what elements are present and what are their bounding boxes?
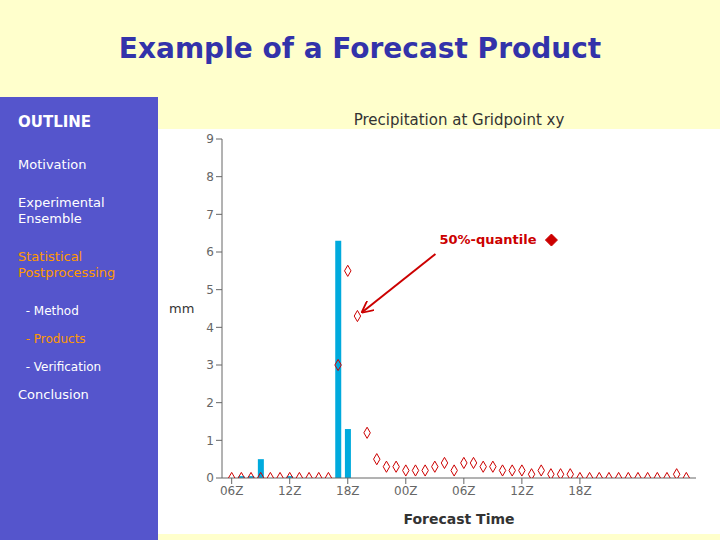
html-text:Example of a Forecast Product: Example of a Forecast Product	[118, 32, 602, 65]
svg-text:Forecast Time: Forecast Time	[403, 511, 514, 527]
svg-text:12Z: 12Z	[278, 484, 302, 498]
svg-text:mm: mm	[169, 301, 194, 316]
svg-text:06Z: 06Z	[220, 484, 244, 498]
svg-text:50%-quantile: 50%-quantile	[439, 232, 536, 247]
html-text:Motivation: Motivation	[18, 157, 87, 172]
svg-text:06Z: 06Z	[452, 484, 476, 498]
svg-text:8: 8	[206, 170, 214, 184]
svg-text:12Z: 12Z	[510, 484, 534, 498]
html-text:Precipitation at Gridpoint xy: Precipitation at Gridpoint xy	[353, 111, 565, 129]
svg-text:00Z: 00Z	[394, 484, 418, 498]
svg-text:7: 7	[206, 208, 214, 222]
svg-text:3: 3	[206, 358, 214, 372]
svg-text:1: 1	[206, 434, 214, 448]
html-text:Statistical Postprocessing: Statistical Postprocessing	[18, 249, 116, 280]
svg-text:18Z: 18Z	[568, 484, 592, 498]
html-text:- Method: - Method	[18, 304, 79, 318]
svg-text:18Z: 18Z	[336, 484, 360, 498]
html-text:Conclusion: Conclusion	[18, 387, 89, 402]
svg-text:4: 4	[206, 321, 214, 335]
svg-text:6: 6	[206, 245, 214, 259]
html-text:Experimental Ensemble: Experimental Ensemble	[18, 195, 105, 226]
html-text:- Verification: - Verification	[18, 360, 102, 374]
html-text:- Products: - Products	[18, 332, 86, 346]
svg-text:5: 5	[206, 283, 214, 297]
svg-text:2: 2	[206, 396, 214, 410]
html-text:OUTLINE: OUTLINE	[18, 113, 92, 131]
svg-text:9: 9	[206, 132, 214, 146]
svg-text:0: 0	[206, 471, 214, 485]
